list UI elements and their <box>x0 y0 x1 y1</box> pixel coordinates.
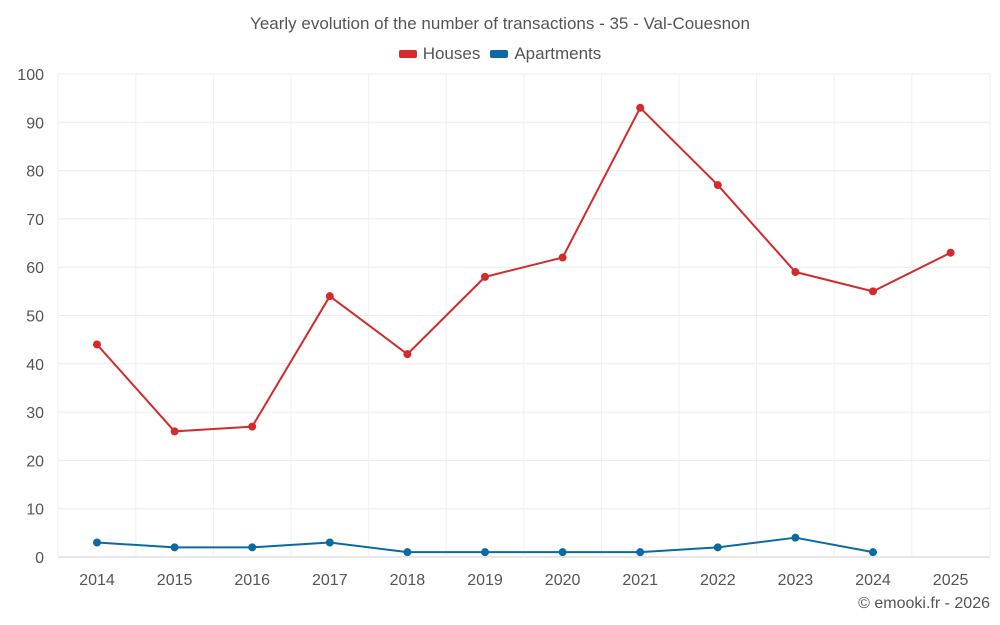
data-point-houses[interactable] <box>403 350 412 359</box>
x-tick-label: 2016 <box>234 572 270 589</box>
data-point-apartments[interactable] <box>636 548 645 557</box>
x-tick-label: 2024 <box>855 572 891 589</box>
series-layer <box>93 103 955 557</box>
data-point-apartments[interactable] <box>248 543 257 552</box>
data-point-houses[interactable] <box>636 103 645 112</box>
legend-label-houses: Houses <box>422 44 481 63</box>
legend-item-houses[interactable]: Houses <box>398 44 481 64</box>
data-point-houses[interactable] <box>946 248 955 257</box>
y-tick-label: 40 <box>26 357 44 374</box>
data-point-apartments[interactable] <box>403 548 412 557</box>
x-tick-label: 2018 <box>390 572 426 589</box>
y-tick-label: 0 <box>35 550 44 567</box>
legend-swatch-houses <box>398 50 417 58</box>
data-point-apartments[interactable] <box>93 538 101 547</box>
data-point-houses[interactable] <box>93 340 101 349</box>
data-point-houses[interactable] <box>869 287 877 296</box>
x-tick-label: 2022 <box>700 572 736 589</box>
data-point-houses[interactable] <box>325 292 334 301</box>
y-tick-label: 60 <box>26 260 44 277</box>
y-tick-label: 20 <box>26 453 44 470</box>
data-point-houses[interactable] <box>170 427 179 436</box>
y-tick-label: 100 <box>17 67 44 84</box>
chart-title: Yearly evolution of the number of transa… <box>250 14 750 33</box>
y-tick-label: 10 <box>26 502 44 519</box>
data-point-apartments[interactable] <box>713 543 722 552</box>
data-point-houses[interactable] <box>558 253 567 262</box>
legend: Houses Apartments <box>0 44 1000 64</box>
x-tick-label: 2017 <box>312 572 348 589</box>
x-tick-label: 2019 <box>467 572 503 589</box>
y-tick-label: 70 <box>26 212 44 229</box>
x-tick-label: 2021 <box>622 572 658 589</box>
grid <box>57 73 991 558</box>
y-tick-label: 30 <box>26 405 44 422</box>
legend-swatch-apartments <box>490 50 509 58</box>
data-point-houses[interactable] <box>481 272 489 281</box>
legend-item-apartments[interactable]: Apartments <box>490 44 601 64</box>
data-point-apartments[interactable] <box>170 543 179 552</box>
x-tick-label: 2014 <box>79 572 115 589</box>
data-point-apartments[interactable] <box>869 548 877 557</box>
data-point-houses[interactable] <box>248 422 257 431</box>
data-point-apartments[interactable] <box>325 538 334 547</box>
data-point-apartments[interactable] <box>791 533 800 542</box>
data-point-apartments[interactable] <box>481 548 489 557</box>
credit-text: © emooki.fr - 2026 <box>858 595 990 612</box>
x-tick-label: 2025 <box>933 572 969 589</box>
data-point-houses[interactable] <box>791 268 800 277</box>
y-tick-label: 50 <box>26 309 44 326</box>
series-line-houses <box>96 106 952 433</box>
y-tick-label: 90 <box>26 115 44 132</box>
data-point-houses[interactable] <box>713 181 722 190</box>
data-point-apartments[interactable] <box>558 548 567 557</box>
x-tick-label: 2020 <box>545 572 581 589</box>
y-tick-label: 80 <box>26 164 44 181</box>
legend-label-apartments: Apartments <box>514 44 602 63</box>
x-tick-label: 2023 <box>778 572 814 589</box>
axes: 0 10 20 30 40 50 60 70 80 90 100 2014 2015 2016 2017 20… <box>17 67 968 589</box>
x-tick-label: 2015 <box>157 572 193 589</box>
